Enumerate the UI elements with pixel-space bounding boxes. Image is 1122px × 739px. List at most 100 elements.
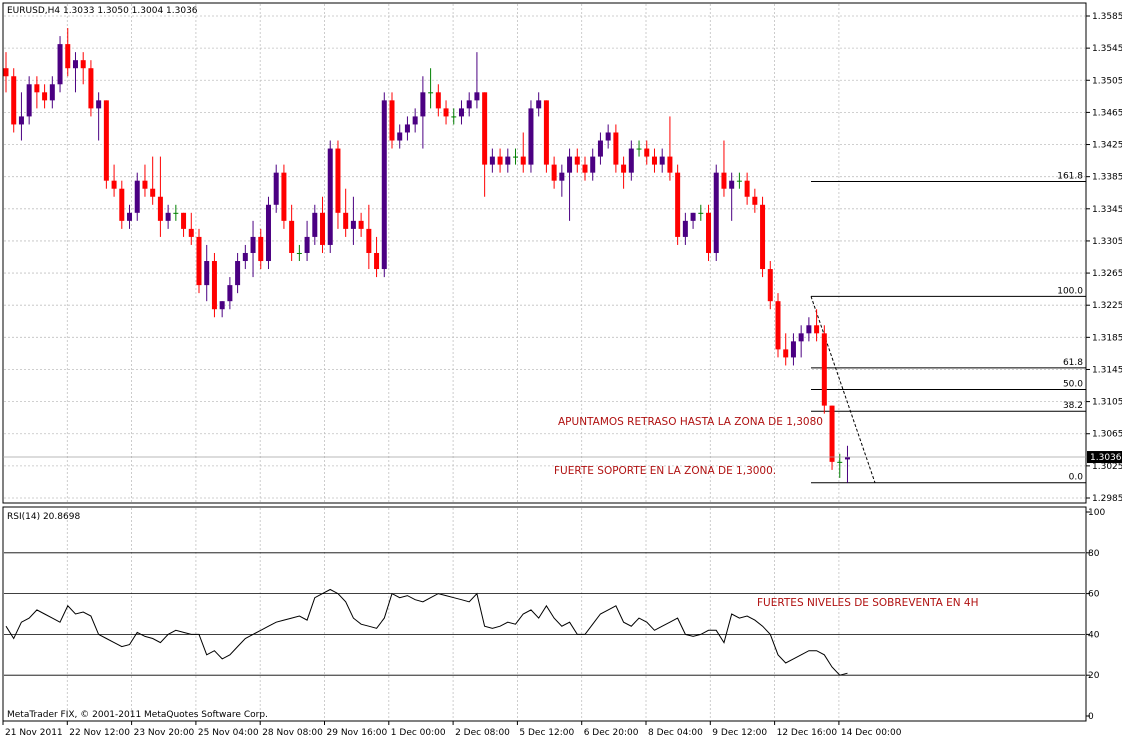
candle: [814, 309, 820, 342]
candle-body: [682, 220, 688, 237]
candle-body: [65, 44, 71, 69]
candle: [559, 164, 565, 197]
candle: [690, 212, 696, 229]
candle-body: [80, 60, 86, 69]
candle-body: [258, 236, 264, 262]
price-tick-label: 1.3425: [1092, 141, 1122, 151]
candle-body: [3, 68, 9, 77]
candle: [613, 124, 619, 173]
candle-body: [350, 220, 356, 229]
candle-body: [312, 212, 318, 237]
fib-trendline: [810, 296, 876, 483]
candle: [721, 140, 727, 197]
time-tick-label: 25 Nov 04:00: [198, 728, 259, 738]
candle-body: [404, 124, 410, 133]
candle-body: [659, 156, 665, 165]
candle: [11, 68, 17, 133]
time-tick-label: 9 Dec 12:00: [712, 728, 767, 738]
candle: [451, 108, 457, 125]
candle: [181, 212, 187, 237]
candle: [458, 100, 464, 125]
candle: [26, 76, 32, 125]
candle: [505, 148, 511, 173]
price-tick-label: 1.3505: [1092, 76, 1122, 86]
candle-body: [281, 172, 287, 221]
candle: [435, 84, 441, 117]
candle: [350, 196, 356, 245]
candle-body: [412, 116, 418, 125]
candle-body: [505, 156, 511, 165]
candle-body: [675, 172, 681, 237]
candle: [304, 220, 310, 262]
candle-body: [320, 212, 326, 245]
candle: [798, 325, 804, 358]
candle-body: [335, 148, 341, 213]
candle-body: [744, 180, 750, 197]
candle-body: [96, 100, 102, 109]
candle: [790, 333, 796, 366]
candle-body: [435, 92, 441, 109]
candle-body: [767, 269, 773, 302]
candle: [219, 301, 225, 318]
candle: [327, 140, 333, 253]
candle: [374, 236, 380, 278]
candle: [443, 100, 449, 125]
price-tick-label: 1.3465: [1092, 108, 1122, 118]
candle: [289, 204, 295, 262]
candle: [397, 124, 403, 149]
candle-body: [374, 252, 380, 270]
candle: [157, 156, 163, 237]
price-tick-label: 1.3585: [1092, 12, 1122, 22]
price-tick-label: 1.3305: [1092, 237, 1122, 247]
candle-body: [18, 116, 24, 125]
candle-body: [88, 68, 94, 109]
candle: [366, 204, 372, 270]
candle: [381, 92, 387, 278]
candle-body: [458, 108, 464, 117]
candle-body: [790, 341, 796, 358]
candle-body: [103, 100, 109, 181]
candle: [150, 156, 156, 205]
fibonacci-retracement[interactable]: 161.8 100.0 61.8 50.0 38.2 0.0: [810, 171, 1086, 484]
candle: [590, 148, 596, 181]
candle: [428, 68, 434, 109]
candle: [235, 252, 241, 294]
time-tick-label: 29 Nov 16:00: [327, 728, 388, 738]
candle: [72, 52, 78, 93]
candle-body: [513, 156, 519, 158]
candle-body: [567, 156, 573, 173]
candle-body: [829, 405, 835, 462]
candle: [783, 333, 789, 366]
rsi-tick-label: 60: [1088, 590, 1100, 600]
rsi-line: [5, 588, 848, 676]
candle-body: [173, 212, 179, 214]
candle: [142, 164, 148, 197]
candle: [188, 212, 194, 245]
candle: [296, 244, 302, 262]
candle: [574, 148, 580, 173]
candle-body: [814, 325, 820, 334]
candle-body: [142, 180, 148, 189]
candle: [567, 148, 573, 221]
candle-body: [111, 180, 117, 189]
candle-body: [752, 196, 758, 205]
fib-level-label: 161.8: [1057, 171, 1083, 181]
fib-level-label: 0.0: [1069, 473, 1084, 483]
candle: [844, 445, 850, 483]
price-tick-label: 1.2985: [1092, 494, 1122, 504]
time-tick-label: 12 Dec 16:00: [777, 728, 838, 738]
candle-body: [219, 301, 225, 310]
candle: [227, 277, 233, 310]
candle: [389, 92, 395, 149]
candle-body: [150, 188, 156, 197]
last-price-badge: [1087, 451, 1122, 464]
candle-body: [428, 92, 434, 94]
candle: [536, 92, 542, 117]
candle: [667, 116, 673, 181]
candle: [196, 228, 202, 294]
candle-body: [543, 100, 549, 165]
candle: [651, 148, 657, 173]
candle-body: [721, 172, 727, 189]
candle: [628, 140, 634, 181]
